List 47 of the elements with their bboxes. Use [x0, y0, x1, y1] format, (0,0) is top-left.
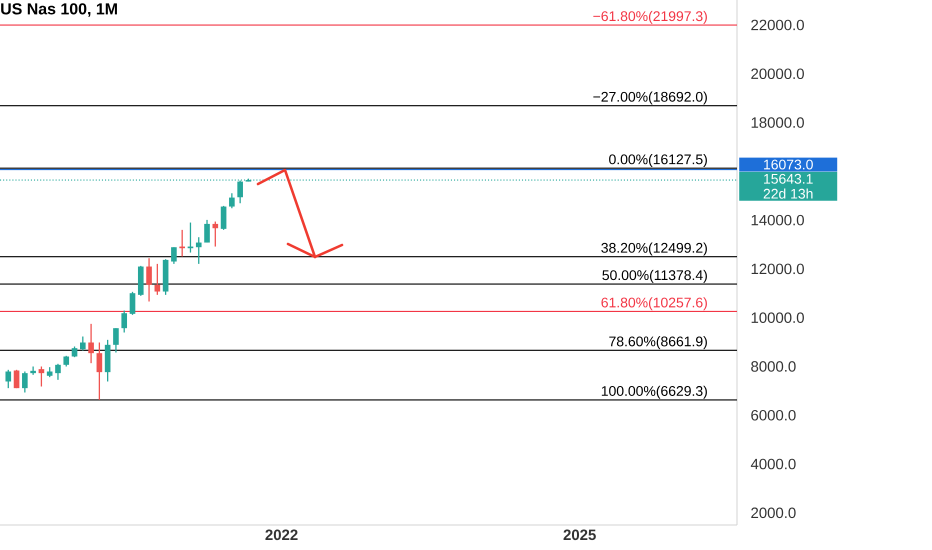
candlestick — [196, 236, 202, 265]
candlestick — [188, 222, 194, 254]
candlestick — [46, 366, 52, 378]
candlestick — [204, 219, 210, 244]
candlestick — [220, 205, 226, 231]
y-tick-label: 8000.0 — [751, 361, 796, 372]
candlestick — [22, 370, 28, 394]
y-tick-label: 22000.0 — [751, 20, 804, 30]
ref-line-label: 0.00%(16127.5) — [609, 154, 707, 168]
candlestick — [80, 336, 86, 352]
candlestick — [38, 366, 44, 388]
candlestick — [5, 369, 12, 389]
candlestick — [146, 258, 152, 302]
candlestick — [88, 323, 94, 364]
ref-line-label: 100.00%(6629.3) — [602, 386, 707, 399]
y-tick-label: 12000.0 — [752, 264, 804, 274]
candlestick — [121, 310, 128, 334]
candlestick — [154, 263, 160, 296]
candlestick — [63, 355, 70, 368]
ref-line-label: −61.80%(21997.3) — [593, 10, 707, 24]
ref-line-label: 38.20%(12499.2) — [601, 242, 707, 256]
x-tick-label: 2025 — [564, 530, 596, 540]
x-tick-label: 2022 — [265, 530, 298, 540]
ref-line-label: −27.00%(18692.0) — [593, 91, 707, 104]
chart-title: US Nas 100, 1M — [1, 3, 117, 17]
text: 22d 13h — [764, 188, 812, 199]
ref-line-label: 78.60%(8661.9) — [609, 336, 707, 350]
text: 15643.1 — [764, 174, 813, 184]
y-tick-label: 4000.0 — [750, 458, 796, 470]
candlestick — [171, 246, 177, 265]
candlestick — [130, 291, 136, 316]
ref-line-label: 61.80%(10257.6) — [601, 297, 707, 310]
candlestick — [72, 346, 78, 358]
candlestick — [229, 192, 235, 209]
candlestick — [55, 363, 61, 380]
text: 16073.0 — [764, 160, 813, 170]
y-tick-label: 18000.0 — [752, 117, 804, 128]
y-tick-label: 14000.0 — [752, 214, 804, 226]
ref-line-label: 50.00%(11378.4) — [602, 270, 707, 283]
candlestick — [14, 369, 20, 389]
candlestick — [113, 328, 119, 354]
y-tick-label: 20000.0 — [751, 68, 804, 80]
y-tick-label: 10000.0 — [752, 312, 804, 323]
y-tick-label: 2000.0 — [751, 508, 796, 518]
y-tick-label: 6000.0 — [751, 410, 796, 421]
candlestick — [212, 220, 218, 248]
candlestick — [96, 342, 102, 401]
